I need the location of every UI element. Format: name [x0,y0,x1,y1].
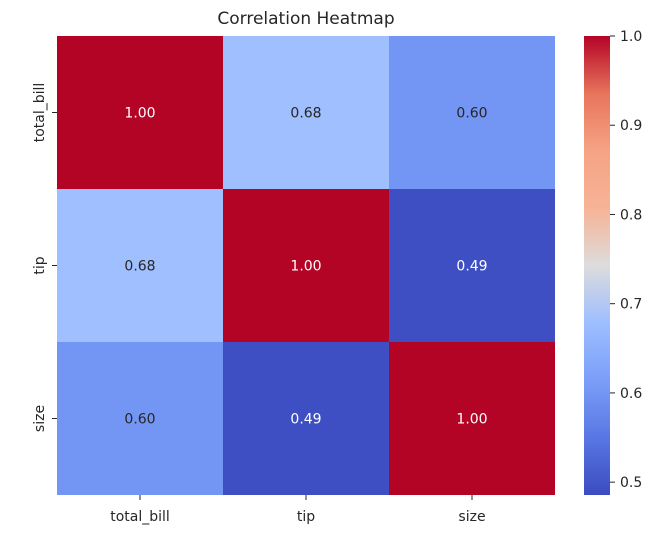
heatmap-cell [57,189,223,342]
heatmap-annotations: 1.00 0.68 0.60 0.68 1.00 0.49 0.60 0.49 1.00 [124,106,487,428]
cell-value-label: 0.49 [456,259,487,275]
heatmap-cell [223,342,389,495]
heatmap-cell [223,189,389,342]
cell-value-label: 0.60 [456,106,487,122]
heatmap-cell [389,342,555,495]
heatmap-cell [389,189,555,342]
colorbar-tick-label: 1.0 [620,29,642,45]
colorbar-tick-label: 0.7 [620,297,642,313]
heatmap-cell [389,36,555,189]
cell-value-label: 1.00 [290,259,321,275]
colorbar-tick-label: 0.6 [620,386,642,402]
colorbar-axis: 0.5 0.6 0.7 0.8 0.9 1.0 [610,29,642,491]
y-tick-label: size [32,405,48,432]
colorbar-tick-label: 0.8 [620,207,642,223]
cell-value-label: 0.68 [124,259,155,275]
chart-title: Correlation Heatmap [217,9,394,29]
heatmap-cell [57,342,223,495]
y-tick-label: total_bill [32,83,48,143]
x-tick-label: size [458,509,485,525]
heatmap-cell [223,36,389,189]
cell-value-label: 0.49 [290,412,321,428]
colorbar-tick-label: 0.5 [620,475,642,491]
colorbar-tick-label: 0.9 [620,118,642,134]
cell-value-label: 0.68 [290,106,321,122]
x-tick-label: total_bill [110,509,170,525]
heatmap-cell [57,36,223,189]
y-tick-label: tip [32,256,48,274]
cell-value-label: 1.00 [456,412,487,428]
x-tick-label: tip [297,509,315,525]
cell-value-label: 0.60 [124,412,155,428]
cell-value-label: 1.00 [124,106,155,122]
colorbar [584,36,610,495]
x-axis: total_bill tip size [110,495,486,525]
heatmap-cells [57,36,555,495]
